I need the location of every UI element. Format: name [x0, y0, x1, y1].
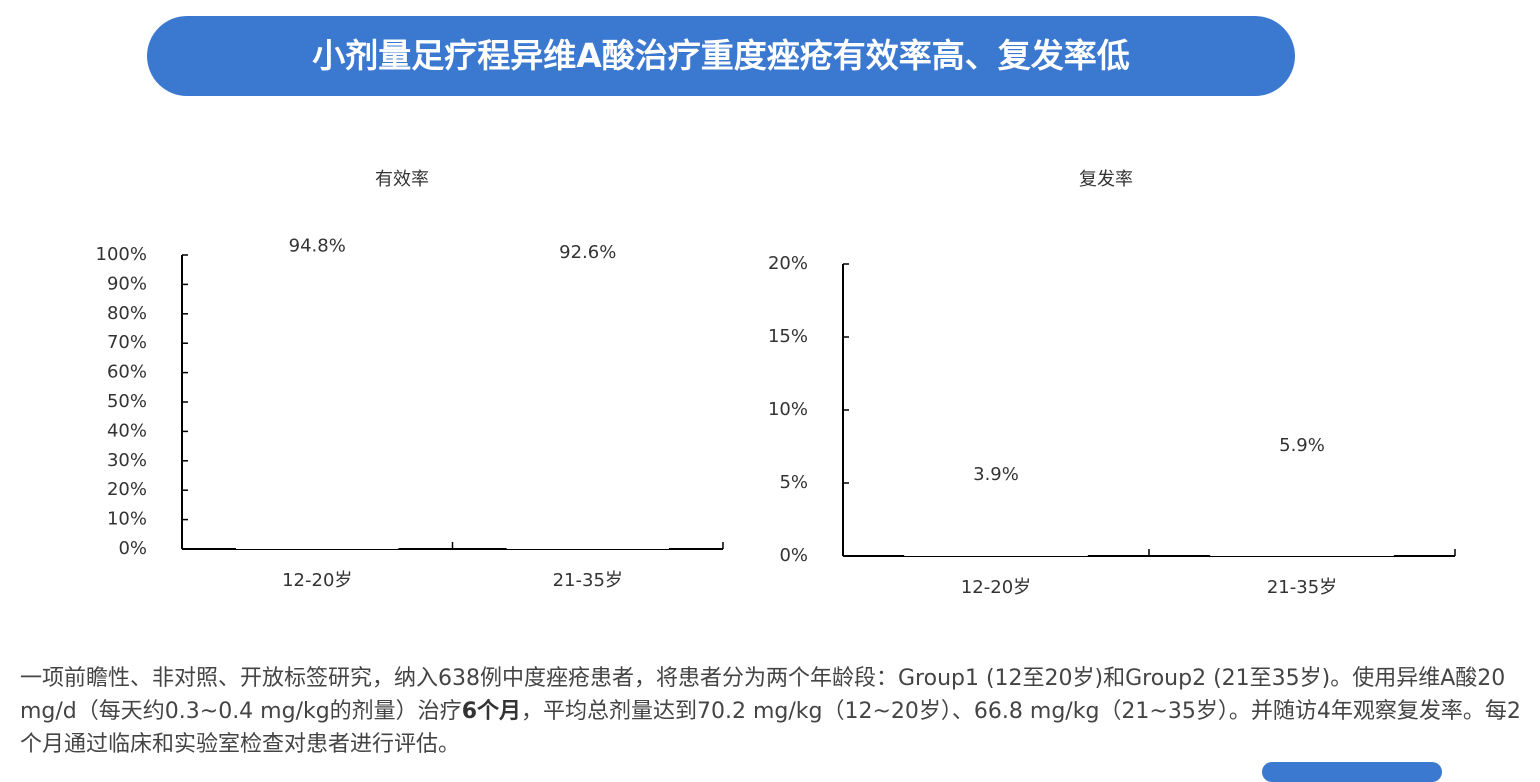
value-label: 5.9%	[1279, 435, 1325, 456]
charts: 有效率 0% 10% 20% 30% 40% 50% 60% 70% 80% 90% 100% 12-2…	[96, 169, 1456, 598]
x-tick-label: 21-35岁	[553, 570, 623, 591]
header-title: 小剂量足疗程异维A酸治疗重度痤疮有效率高、复发率低	[147, 16, 1295, 96]
nav-button[interactable]	[1262, 762, 1442, 782]
y-tick-label: 40%	[107, 420, 147, 441]
x-tick-label: 12-20岁	[282, 570, 352, 591]
y-tick-label: 80%	[107, 303, 147, 324]
x-tick-label: 21-35岁	[1267, 577, 1337, 598]
y-tick-label: 10%	[107, 509, 147, 530]
y-tick-label: 0%	[779, 545, 808, 566]
bar	[236, 270, 399, 549]
y-tick-label: 70%	[107, 332, 147, 353]
bar	[506, 276, 669, 549]
y-tick-label: 20%	[768, 253, 808, 274]
value-label: 3.9%	[973, 464, 1019, 485]
y-tick-label: 100%	[96, 244, 147, 265]
desc-text: 一项前瞻性、非对照、开放标签研究，纳入638例中度痤疮患者，将患者分为两个年龄段…	[20, 666, 1506, 724]
bar	[1210, 469, 1394, 556]
y-tick-label: 50%	[107, 391, 147, 412]
value-label: 94.8%	[289, 235, 346, 256]
y-tick-label: 20%	[107, 479, 147, 500]
y-tick-label: 30%	[107, 450, 147, 471]
bar	[904, 499, 1088, 556]
y-tick-label: 60%	[107, 362, 147, 383]
value-label: 92.6%	[559, 242, 616, 263]
y-tick-label: 15%	[768, 326, 808, 347]
y-tick-label: 10%	[768, 399, 808, 420]
chart-title: 有效率	[375, 169, 429, 190]
y-tick-label: 90%	[107, 273, 147, 294]
description: 一项前瞻性、非对照、开放标签研究，纳入638例中度痤疮患者，将患者分为两个年龄段…	[20, 662, 1525, 761]
desc-text: ，平均总剂量达到70.2 mg/kg（12~20岁）、66.8 mg/kg（21…	[20, 699, 1521, 757]
chart-title: 复发率	[1079, 169, 1133, 190]
y-tick-label: 0%	[118, 538, 147, 559]
x-tick-label: 12-20岁	[961, 577, 1031, 598]
desc-bold: 6个月	[461, 699, 521, 724]
y-tick-label: 5%	[779, 472, 808, 493]
